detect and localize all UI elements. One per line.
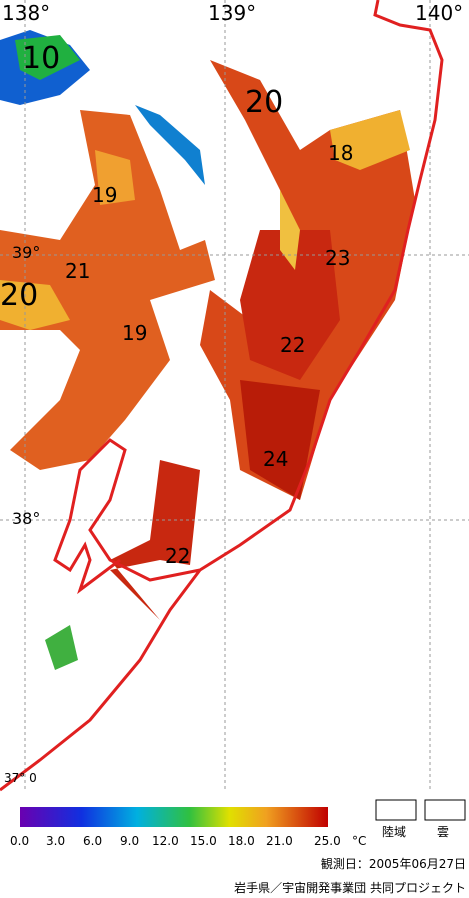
temperature-field [0,30,415,670]
contour-label: 20 [245,85,283,120]
grid-lines [0,0,469,790]
colorbar-tick: 25.0 [314,834,341,848]
colorbar-tick: 12.0 [152,834,179,848]
colorbar-tick: 9.0 [120,834,139,848]
contour-label: 23 [325,246,350,270]
longitude-label: 140° [415,1,463,25]
map-labels: 138° 139° 140° 39° 38° 37° 0 10 20 18 19… [0,1,463,785]
contour-label: 19 [92,183,117,207]
contour-label: 10 [22,41,60,76]
longitude-label: 139° [208,1,256,25]
colorbar: 0.0 3.0 6.0 9.0 12.0 15.0 18.0 21.0 25.0… [10,807,366,848]
credit: 岩手県／宇宙開発事業団 共同プロジェクト [234,880,466,895]
legend-label: 雲 [437,825,449,839]
contour-label: 18 [328,141,353,165]
contour-label: 24 [263,447,288,471]
land-swatch [375,799,417,821]
contour-label: 19 [122,321,147,345]
observation-date: 観測日：2005年06月27日 [321,857,466,871]
corner-label: 37° 0 [4,771,37,785]
longitude-label: 138° [2,1,50,25]
colorbar-tick: 21.0 [266,834,293,848]
contour-label: 22 [280,333,305,357]
coastline [0,0,444,792]
cloud-swatch [424,799,466,821]
colorbar-tick: 6.0 [83,834,102,848]
latitude-label: 39° [12,243,40,262]
colorbar-unit: °C [352,834,366,848]
colorbar-tick: 3.0 [46,834,65,848]
latitude-label: 38° [12,509,40,528]
contour-label: 20 [0,278,38,313]
colorbar-tick: 0.0 [10,834,29,848]
colorbar-tick: 15.0 [190,834,217,848]
legend: 陸域 雲 [375,799,466,839]
contour-label: 22 [165,544,190,568]
legend-label: 陸域 [382,825,406,839]
colorbar-tick: 18.0 [228,834,255,848]
colorbar-gradient [20,807,328,827]
contour-label: 21 [65,259,90,283]
